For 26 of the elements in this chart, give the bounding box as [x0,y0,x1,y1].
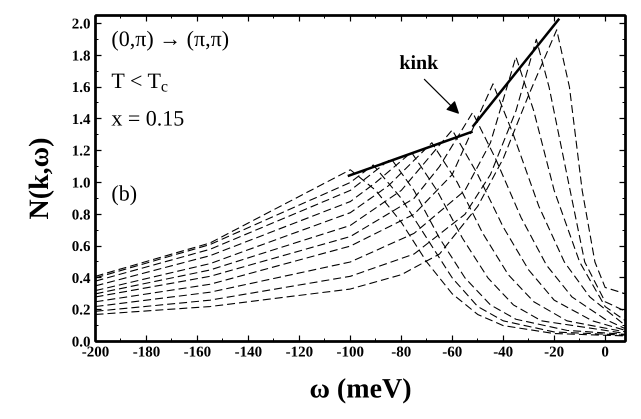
y-axis-title: N(k,ω) [24,138,55,220]
annotation: x = 0.15 [111,106,184,131]
x-tick-label: -180 [132,344,160,360]
annotation: (0,π) → (π,π) [111,26,230,51]
annotation: kink [399,52,440,74]
y-tick-label: 0.4 [72,270,91,287]
x-tick-label: -140 [234,344,262,360]
x-tick-label: -120 [286,344,314,360]
x-tick-label: -60 [442,344,462,360]
x-tick-label: -160 [184,344,212,360]
x-tick-label: -40 [493,344,514,360]
x-tick-label: -100 [336,344,364,360]
x-axis-title: ω (meV) [309,374,412,404]
y-tick-label: 1.2 [72,144,90,160]
y-tick-label: 1.8 [72,48,90,64]
y-tick-label: 1.0 [72,175,90,192]
y-tick-label: 1.6 [72,80,91,96]
x-tick-label: -80 [391,344,412,360]
y-tick-label: 0.2 [72,302,90,319]
annotation: (b) [111,180,138,206]
x-tick-label: -20 [544,344,564,360]
y-tick-label: 0.6 [72,239,91,256]
y-tick-label: 2.0 [72,16,90,32]
y-tick-label: 1.4 [72,112,91,128]
y-tick-label: 0.8 [72,207,90,224]
x-tick-label: 0 [601,344,609,360]
